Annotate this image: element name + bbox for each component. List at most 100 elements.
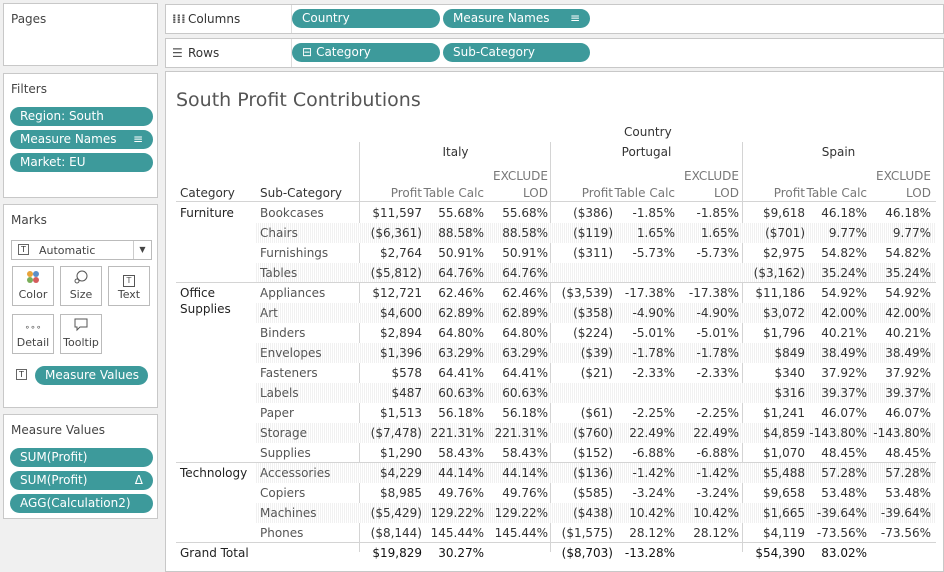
viz-view[interactable]: South Profit Contributions Country Italy P… [165, 71, 944, 572]
table-cell: 50.91% [438, 246, 484, 260]
table-cell: 60.63% [502, 386, 548, 400]
sum-profit-delta-pill[interactable]: SUM(Profit) Δ [10, 471, 153, 490]
table-cell: $2,764 [380, 246, 422, 260]
table-cell: $11,186 [755, 286, 805, 300]
sub-category-label: Machines [260, 506, 317, 520]
measure-profit: Profit [581, 186, 613, 200]
table-cell: $1,290 [380, 446, 422, 460]
filter-market-pill[interactable]: Market: EU [10, 153, 153, 172]
table-cell: -5.73% [696, 246, 739, 260]
table-cell: $1,070 [763, 446, 805, 460]
grand-total-cell: 30.27% [438, 546, 484, 560]
country-italy: Italy [442, 145, 469, 159]
filter-measure-names-pill[interactable]: Measure Names ≡ [10, 130, 153, 149]
filter-lines-icon: ≡ [132, 132, 143, 146]
sub-category-label: Art [260, 306, 278, 320]
sub-category-label: Envelopes [260, 346, 322, 360]
table-cell: $849 [774, 346, 805, 360]
measure-names-pill[interactable]: Measure Names ≡ [443, 9, 590, 28]
table-cell: 39.37% [821, 386, 867, 400]
category-pill[interactable]: ⊟ Category [292, 43, 440, 62]
pages-card[interactable]: Pages [3, 3, 158, 66]
measure-values-card: Measure Values SUM(Profit) SUM(Profit) Δ … [3, 414, 158, 519]
columns-icon: ⁞⁞⁞ [172, 12, 186, 26]
sub-category-label: Paper [260, 406, 294, 420]
table-cell: 49.76% [502, 486, 548, 500]
table-cell: 57.28% [821, 466, 867, 480]
table-cell: $340 [774, 366, 805, 380]
table-cell: 58.43% [502, 446, 548, 460]
agg-calculation-pill[interactable]: AGG(Calculation2) [10, 494, 153, 513]
pages-title: Pages [11, 12, 47, 26]
table-cell: ($311) [573, 246, 613, 260]
table-cell: ($152) [573, 446, 613, 460]
table-cell: 37.92% [885, 366, 931, 380]
sub-category-label: Chairs [260, 226, 298, 240]
measure-values-pill[interactable]: Measure Values [35, 366, 148, 385]
category-label: Technology [180, 466, 248, 480]
lines-icon: ≡ [569, 11, 580, 25]
table-cell: 22.49% [629, 426, 675, 440]
table-cell: 56.18% [502, 406, 548, 420]
table-cell: -73.56% [816, 526, 867, 540]
table-cell: $4,119 [763, 526, 805, 540]
table-cell: -1.42% [696, 466, 739, 480]
rows-shelf[interactable]: ☰ Rows ⊟ Category Sub-Category [165, 38, 944, 68]
measure-profit: Profit [773, 186, 805, 200]
table-cell: 48.45% [885, 446, 931, 460]
table-cell: 221.31% [494, 426, 548, 440]
grand-total-cell: ($8,703) [561, 546, 613, 560]
table-cell: $8,985 [380, 486, 422, 500]
text-button[interactable]: T Text [108, 266, 150, 306]
table-cell: ($5,812) [370, 266, 422, 280]
filter-region-pill[interactable]: Region: South [10, 107, 153, 126]
table-cell: -1.78% [696, 346, 739, 360]
tooltip-button[interactable]: Tooltip [60, 314, 102, 354]
table-cell: 54.92% [821, 286, 867, 300]
table-cell: ($3,539) [561, 286, 613, 300]
table-cell: ($6,361) [370, 226, 422, 240]
table-cell: 22.49% [693, 426, 739, 440]
table-cell: $487 [391, 386, 422, 400]
measure-exclude: EXCLUDE [875, 169, 931, 183]
table-cell: ($386) [573, 206, 613, 220]
mark-type-dropdown[interactable]: T Automatic ▼ [11, 240, 152, 260]
row-band [256, 303, 936, 323]
table-cell: 49.76% [438, 486, 484, 500]
table-cell: $316 [774, 386, 805, 400]
measure-lod: LOD [714, 186, 739, 200]
table-cell: 46.18% [885, 206, 931, 220]
delta-icon: Δ [134, 473, 143, 487]
table-cell: $1,513 [380, 406, 422, 420]
table-cell: $4,859 [763, 426, 805, 440]
grand-total-cell: 83.02% [821, 546, 867, 560]
detail-button[interactable]: ∘∘∘ Detail [12, 314, 54, 354]
grand-total-cell: $54,390 [755, 546, 805, 560]
group-divider [176, 462, 936, 463]
sum-profit-pill[interactable]: SUM(Profit) [10, 448, 153, 467]
table-cell: ($585) [573, 486, 613, 500]
collapse-icon[interactable]: ⊟ [302, 45, 313, 59]
table-cell: 145.44% [430, 526, 484, 540]
sub-category-pill[interactable]: Sub-Category [443, 43, 590, 62]
table-cell: 28.12% [693, 526, 739, 540]
table-cell: -1.78% [632, 346, 675, 360]
rows-icon: ☰ [172, 46, 183, 60]
measure-table-calc: Table Calc [614, 186, 675, 200]
table-cell: 55.68% [502, 206, 548, 220]
measure-table-calc: Table Calc [806, 186, 867, 200]
color-button[interactable]: Color [12, 266, 54, 306]
color-icon [13, 270, 53, 288]
table-cell: 46.18% [821, 206, 867, 220]
columns-shelf[interactable]: ⁞⁞⁞ Columns Country Measure Names ≡ [165, 4, 944, 34]
size-button[interactable]: Size [60, 266, 102, 306]
chevron-down-icon[interactable]: ▼ [133, 241, 151, 259]
table-cell: -17.38% [624, 286, 675, 300]
table-cell: 58.43% [438, 446, 484, 460]
row-band [256, 263, 936, 283]
country-pill[interactable]: Country [292, 9, 440, 28]
sub-category-label: Supplies [260, 446, 311, 460]
table-cell: ($119) [573, 226, 613, 240]
table-cell: ($760) [573, 426, 613, 440]
table-cell: -1.85% [696, 206, 739, 220]
